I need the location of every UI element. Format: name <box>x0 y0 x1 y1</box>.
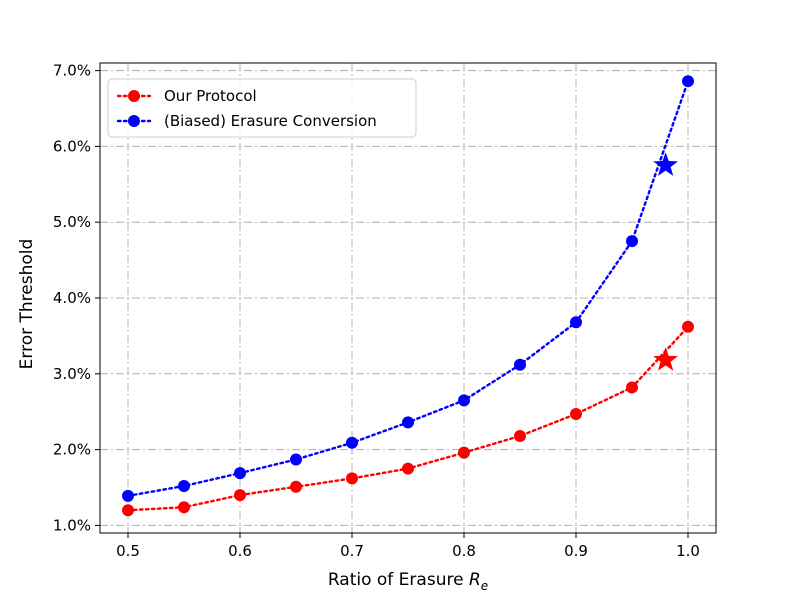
y-tick-label: 1.0% <box>53 516 91 534</box>
legend-marker <box>128 90 140 102</box>
data-point <box>626 235 638 248</box>
legend-marker <box>128 115 140 127</box>
x-tick-label: 0.6 <box>228 542 252 560</box>
x-tick-label: 0.7 <box>340 542 364 560</box>
data-point <box>290 480 302 493</box>
legend-label: Our Protocol <box>164 87 257 105</box>
y-tick-label: 7.0% <box>53 62 91 80</box>
y-tick-label: 3.0% <box>53 365 91 383</box>
y-tick-label: 2.0% <box>53 441 91 459</box>
star-marker <box>653 152 678 176</box>
data-point <box>402 416 414 429</box>
data-point <box>122 504 134 517</box>
y-tick-label: 5.0% <box>53 213 91 231</box>
series-layer <box>122 75 694 517</box>
grid <box>100 63 716 533</box>
data-point <box>290 453 302 466</box>
x-tick-label: 1.0 <box>676 542 700 560</box>
data-point <box>402 462 414 475</box>
y-axis-label: Error Threshold <box>17 239 37 370</box>
data-point <box>458 394 470 407</box>
data-point <box>346 436 358 449</box>
data-point <box>570 316 582 329</box>
data-point <box>178 480 190 492</box>
data-point <box>178 501 190 514</box>
legend-label: (Biased) Erasure Conversion <box>164 112 377 130</box>
star-marker <box>653 347 678 371</box>
legend: Our Protocol (Biased) Erasure Conversion <box>107 78 417 138</box>
data-point <box>234 489 246 502</box>
x-axis-label: Ratio of Erasure Re <box>328 570 488 593</box>
data-point <box>122 489 134 502</box>
ticks: 0.5 0.6 0.7 0.8 0.9 1.0 1.0% 2.0% 3.0% 4.0% 5.0% 6.… <box>53 62 700 560</box>
y-tick-label: 6.0% <box>53 137 91 155</box>
x-tick-label: 0.5 <box>116 542 140 560</box>
data-point <box>234 467 246 480</box>
x-tick-label: 0.9 <box>564 542 588 560</box>
series-erasure-conversion <box>122 75 694 502</box>
data-point <box>626 381 638 394</box>
data-point <box>514 429 526 442</box>
data-point <box>346 472 358 485</box>
data-point <box>458 446 470 459</box>
legend-box <box>107 78 417 138</box>
data-point <box>570 407 582 420</box>
data-point <box>514 358 526 371</box>
data-point <box>682 320 694 333</box>
y-tick-label: 4.0% <box>53 289 91 307</box>
series-line <box>126 79 690 498</box>
series-our-protocol <box>122 320 694 517</box>
x-tick-label: 0.8 <box>452 542 476 560</box>
data-point <box>682 75 694 88</box>
